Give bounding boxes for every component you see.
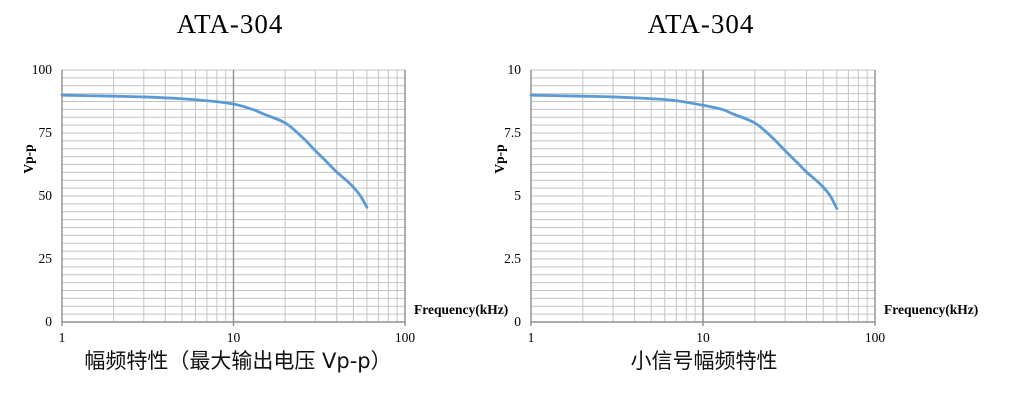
- x-tick-label: 10: [226, 330, 241, 345]
- x-tick-label: 10: [696, 330, 710, 345]
- x-tick-label: 1: [527, 330, 535, 345]
- chart-caption: 小信号幅频特性: [630, 349, 778, 373]
- chart-title: ATA-304: [647, 9, 755, 39]
- series-curve: [60, 93, 369, 209]
- y-tick-label: 10: [507, 62, 522, 77]
- plot-area: [60, 69, 406, 326]
- y-tick-label: 25: [38, 251, 53, 266]
- chart-caption: 幅频特性（最大输出电压 Vp-p）: [84, 349, 392, 373]
- y-tick-label: 50: [38, 188, 53, 203]
- y-tick-label: 0: [45, 314, 52, 329]
- plot-area: [529, 69, 876, 326]
- x-tick-label: 100: [864, 330, 886, 345]
- x-tick-label: 1: [58, 330, 66, 345]
- y-tick-label: 100: [31, 62, 52, 77]
- y-axis-title: Vp-p: [492, 144, 507, 174]
- y-tick-label: 5: [514, 188, 521, 203]
- y-tick-label: 75: [38, 125, 53, 140]
- chart-title: ATA-304: [176, 9, 284, 39]
- x-tick-label: 100: [394, 330, 416, 345]
- series-curve: [529, 93, 839, 210]
- x-axis-title: Frequency(kHz): [414, 302, 509, 317]
- y-tick-label: 7.5: [504, 125, 521, 140]
- x-axis-title: Frequency(kHz): [884, 302, 979, 317]
- y-tick-label: 0: [514, 314, 521, 329]
- y-tick-label: 2.5: [504, 251, 521, 266]
